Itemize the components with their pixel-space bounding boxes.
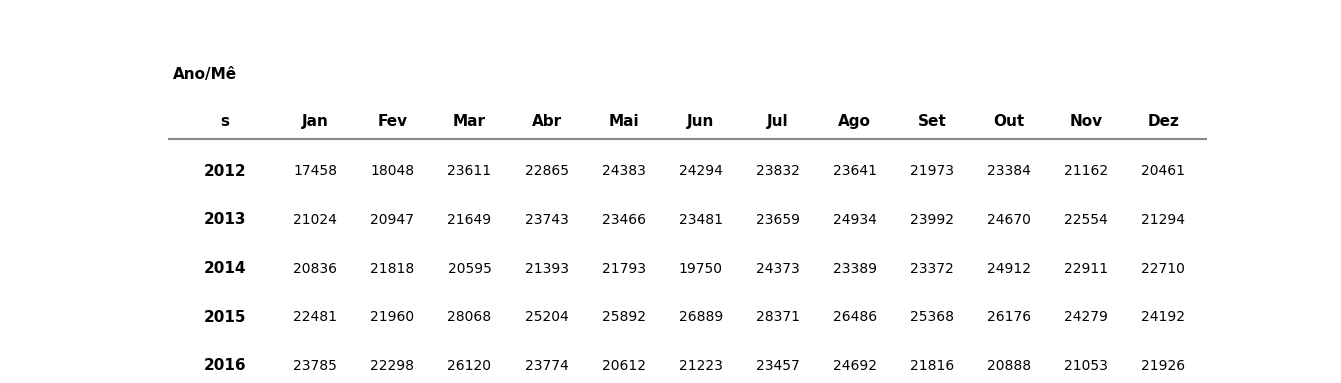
- Text: 24294: 24294: [679, 164, 723, 178]
- Text: 24912: 24912: [987, 262, 1031, 276]
- Text: 24373: 24373: [756, 262, 799, 276]
- Text: Mai: Mai: [609, 114, 638, 129]
- Text: Jun: Jun: [687, 114, 715, 129]
- Text: 20612: 20612: [602, 359, 645, 373]
- Text: 23774: 23774: [524, 359, 569, 373]
- Text: 21649: 21649: [448, 213, 492, 227]
- Text: 22911: 22911: [1063, 262, 1108, 276]
- Text: Ano/Mê: Ano/Mê: [173, 67, 237, 82]
- Text: 23743: 23743: [524, 213, 569, 227]
- Text: Ago: Ago: [838, 114, 872, 129]
- Text: 21294: 21294: [1141, 213, 1185, 227]
- Text: 22481: 22481: [294, 310, 338, 324]
- Text: s: s: [220, 114, 229, 129]
- Text: Jul: Jul: [767, 114, 789, 129]
- Text: 26120: 26120: [448, 359, 491, 373]
- Text: 25204: 25204: [524, 310, 569, 324]
- Text: 24279: 24279: [1065, 310, 1108, 324]
- Text: 26486: 26486: [833, 310, 877, 324]
- Text: 20888: 20888: [987, 359, 1031, 373]
- Text: 21024: 21024: [294, 213, 337, 227]
- Text: 23659: 23659: [756, 213, 799, 227]
- Text: 22710: 22710: [1141, 262, 1185, 276]
- Text: 23466: 23466: [602, 213, 645, 227]
- Text: Dez: Dez: [1148, 114, 1179, 129]
- Text: Abr: Abr: [531, 114, 562, 129]
- Text: Nov: Nov: [1070, 114, 1102, 129]
- Text: 28068: 28068: [448, 310, 492, 324]
- Text: 2016: 2016: [204, 358, 247, 373]
- Text: Mar: Mar: [453, 114, 485, 129]
- Text: 21960: 21960: [370, 310, 414, 324]
- Text: 23481: 23481: [679, 213, 723, 227]
- Text: Jan: Jan: [302, 114, 329, 129]
- Text: 20461: 20461: [1141, 164, 1185, 178]
- Text: 20595: 20595: [448, 262, 491, 276]
- Text: 24692: 24692: [833, 359, 877, 373]
- Text: 21223: 21223: [679, 359, 723, 373]
- Text: 24192: 24192: [1141, 310, 1185, 324]
- Text: 23389: 23389: [833, 262, 877, 276]
- Text: 24670: 24670: [987, 213, 1031, 227]
- Text: 21973: 21973: [911, 164, 953, 178]
- Text: 17458: 17458: [294, 164, 338, 178]
- Text: 22298: 22298: [370, 359, 414, 373]
- Text: 23611: 23611: [448, 164, 492, 178]
- Text: 26176: 26176: [987, 310, 1031, 324]
- Text: 25892: 25892: [602, 310, 645, 324]
- Text: 19750: 19750: [679, 262, 723, 276]
- Text: 25368: 25368: [911, 310, 953, 324]
- Text: 21393: 21393: [524, 262, 569, 276]
- Text: 23641: 23641: [833, 164, 877, 178]
- Text: 2014: 2014: [204, 261, 245, 276]
- Text: 23384: 23384: [987, 164, 1031, 178]
- Text: 26889: 26889: [679, 310, 723, 324]
- Text: 24934: 24934: [833, 213, 877, 227]
- Text: 21818: 21818: [370, 262, 414, 276]
- Text: 2013: 2013: [204, 213, 245, 228]
- Text: 23832: 23832: [756, 164, 799, 178]
- Text: 2012: 2012: [204, 164, 247, 179]
- Text: Fev: Fev: [377, 114, 408, 129]
- Text: 24383: 24383: [602, 164, 645, 178]
- Text: 20947: 20947: [370, 213, 414, 227]
- Text: 21816: 21816: [909, 359, 953, 373]
- Text: 23992: 23992: [911, 213, 953, 227]
- Text: 21053: 21053: [1065, 359, 1108, 373]
- Text: 28371: 28371: [756, 310, 799, 324]
- Text: 18048: 18048: [370, 164, 414, 178]
- Text: 21793: 21793: [602, 262, 645, 276]
- Text: Set: Set: [917, 114, 947, 129]
- Text: 22865: 22865: [524, 164, 569, 178]
- Text: 21162: 21162: [1063, 164, 1108, 178]
- Text: 20836: 20836: [294, 262, 338, 276]
- Text: Out: Out: [994, 114, 1025, 129]
- Text: 23457: 23457: [756, 359, 799, 373]
- Text: 22554: 22554: [1065, 213, 1108, 227]
- Text: 23785: 23785: [294, 359, 337, 373]
- Text: 2015: 2015: [204, 310, 245, 325]
- Text: 21926: 21926: [1141, 359, 1185, 373]
- Text: 23372: 23372: [911, 262, 953, 276]
